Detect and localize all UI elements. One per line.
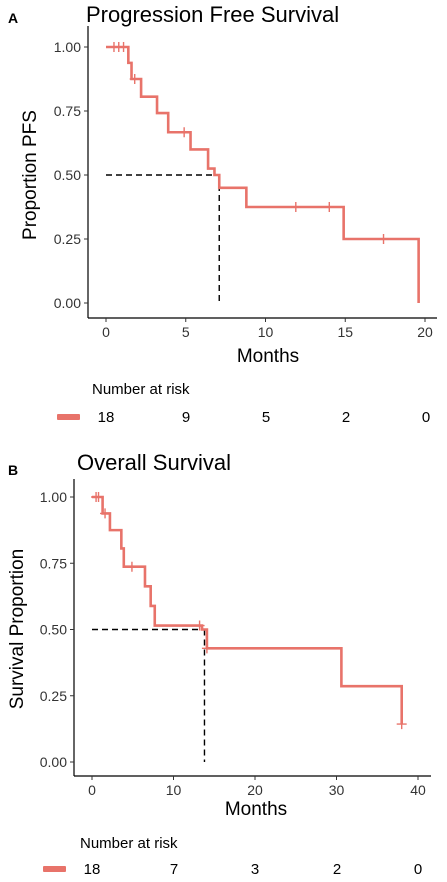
x-tick-label: 15 (337, 324, 353, 340)
censor-mark (118, 42, 129, 52)
risk-count: 0 (422, 409, 430, 426)
panel-b-plot: 0.00 0.25 0.50 0.75 1.00 0 10 20 30 40 (40, 479, 431, 798)
censor-mark (324, 202, 335, 212)
survival-step-line (106, 45, 420, 303)
x-tick-label: 10 (166, 782, 182, 798)
y-tick-label: 0.25 (54, 231, 81, 247)
censor-mark (179, 127, 190, 138)
risk-count: 2 (333, 861, 341, 878)
panel-letter-b: B (8, 462, 18, 478)
censor-mark (378, 234, 389, 244)
x-tick-label: 20 (417, 324, 433, 340)
x-axis-label-a: Months (237, 346, 299, 367)
y-tick-label: 0.00 (40, 754, 67, 770)
y-tick-label: 0.75 (54, 103, 81, 119)
chart-title-a: Progression Free Survival (86, 2, 339, 27)
y-tick-label: 0.75 (40, 555, 67, 571)
risk-count: 9 (182, 409, 190, 426)
x-tick-label: 40 (410, 782, 426, 798)
y-tick-label: 1.00 (40, 489, 67, 505)
risk-table-a: 18 9 5 2 0 (98, 409, 431, 426)
x-tick-label: 20 (247, 782, 263, 798)
censor-mark (93, 492, 104, 502)
risk-legend-swatch-b (43, 866, 66, 872)
risk-count: 2 (342, 409, 350, 426)
censor-mark (100, 508, 111, 519)
panel-a-plot: 0.00 0.25 0.50 0.75 1.00 0 5 10 15 20 (54, 26, 437, 340)
x-tick-label: 0 (102, 324, 110, 340)
risk-count: 5 (262, 409, 270, 426)
risk-count: 3 (251, 861, 259, 878)
y-tick-label: 0.25 (40, 688, 67, 704)
y-tick-label: 0.00 (54, 295, 81, 311)
y-axis-label-a: Proportion PFS (20, 110, 41, 240)
risk-table-b: 18 7 3 2 0 (84, 861, 423, 878)
risk-count: 0 (414, 861, 422, 878)
censor-mark (201, 643, 212, 654)
censor-mark (129, 74, 140, 84)
risk-count: 7 (170, 861, 178, 878)
censor-mark (126, 561, 137, 572)
risk-count: 18 (98, 409, 115, 426)
censor-mark (396, 719, 407, 730)
chart-title-b: Overall Survival (77, 450, 231, 475)
y-axis-label-b: Survival Proportion (7, 549, 28, 710)
x-tick-label: 10 (258, 324, 274, 340)
y-tick-label: 1.00 (54, 39, 81, 55)
x-tick-label: 5 (182, 324, 190, 340)
censor-mark (194, 620, 205, 631)
x-tick-label: 0 (88, 782, 96, 798)
survival-step-line (92, 495, 403, 725)
y-tick-label: 0.50 (40, 622, 67, 638)
risk-table-title-a: Number at risk (92, 381, 190, 398)
risk-table-title-b: Number at risk (80, 835, 178, 852)
y-tick-label: 0.50 (54, 167, 81, 183)
risk-count: 18 (84, 861, 101, 878)
censor-mark (290, 202, 301, 212)
x-axis-label-b: Months (225, 799, 287, 820)
x-tick-label: 30 (329, 782, 345, 798)
panel-letter-a: A (8, 10, 18, 26)
risk-legend-swatch-a (57, 414, 80, 420)
